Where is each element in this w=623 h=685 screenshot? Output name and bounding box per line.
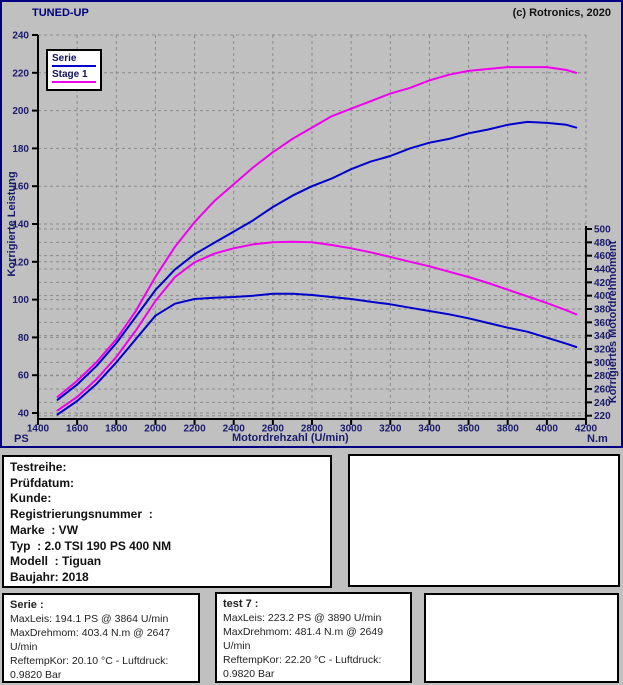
svg-text:2000: 2000 <box>144 424 167 435</box>
svg-text:200: 200 <box>12 106 29 117</box>
vehicle-info-box: Testreihe: Prüfdatum: Kunde: Registrieru… <box>2 455 332 588</box>
info-line-modell: Modell : Tiguan <box>10 554 102 569</box>
svg-text:100: 100 <box>12 295 29 306</box>
svg-text:60: 60 <box>18 371 30 382</box>
legend-swatch-serie <box>52 65 96 67</box>
chart-legend: Serie Stage 1 <box>46 49 102 91</box>
svg-text:240: 240 <box>594 398 611 409</box>
svg-text:280: 280 <box>594 371 611 382</box>
chart-title: TUNED-UP <box>32 7 89 19</box>
svg-text:3800: 3800 <box>497 424 520 435</box>
svg-text:260: 260 <box>594 385 611 396</box>
serie-luftdruck: 0.9820 Bar <box>10 669 62 681</box>
legend-label-serie: Serie <box>52 53 77 64</box>
svg-text:480: 480 <box>594 238 611 249</box>
y-axis-left-label: Korrigierte Leistung <box>6 171 18 277</box>
info-line-typ: Typ : 2.0 TSI 190 PS 400 NM <box>10 538 172 553</box>
serie-maxleis: MaxLeis: 194.1 PS @ 3864 U/min <box>10 613 169 625</box>
y-axis-right-label: Korrigiertes Motordrehmoment <box>607 240 619 404</box>
info-line-registrierung: Registrierungsnummer : <box>10 507 153 522</box>
svg-text:120: 120 <box>12 257 29 268</box>
info-line-testreihe: Testreihe: <box>10 460 67 474</box>
nm-unit-label: N.m <box>587 433 608 445</box>
svg-text:2400: 2400 <box>223 424 246 435</box>
svg-text:360: 360 <box>594 318 611 329</box>
svg-text:380: 380 <box>594 305 611 316</box>
svg-text:340: 340 <box>594 331 611 342</box>
test7-reftemp: ReftempKor: 22.20 °C - Luftdruck: <box>223 654 382 666</box>
svg-text:400: 400 <box>594 291 611 302</box>
svg-text:3000: 3000 <box>340 424 363 435</box>
svg-text:2600: 2600 <box>262 424 285 435</box>
svg-text:440: 440 <box>594 265 611 276</box>
svg-text:4000: 4000 <box>536 424 559 435</box>
svg-text:160: 160 <box>12 182 29 193</box>
legend-swatch-stage1 <box>52 81 96 83</box>
svg-text:2200: 2200 <box>183 424 206 435</box>
svg-text:420: 420 <box>594 278 611 289</box>
info-line-kunde: Kunde: <box>10 491 52 506</box>
svg-text:40: 40 <box>18 409 30 420</box>
svg-text:3400: 3400 <box>418 424 441 435</box>
info-line-pruefdatum: Prüfdatum: <box>10 475 74 490</box>
legend-label-stage1: Stage 1 <box>52 69 88 80</box>
legend-item-serie: Serie <box>52 53 96 67</box>
svg-text:500: 500 <box>594 225 611 236</box>
test7-result-box: test 7 : MaxLeis: 223.2 PS @ 3890 U/min … <box>215 592 412 683</box>
svg-text:220: 220 <box>12 68 29 79</box>
svg-text:80: 80 <box>18 333 30 344</box>
dyno-chart-panel: TUNED-UP (c) Rotronics, 2020 40 60 80 100 12… <box>0 0 623 448</box>
legend-item-stage1: Stage 1 <box>52 69 96 83</box>
serie-box-title: Serie : <box>10 599 44 611</box>
svg-text:320: 320 <box>594 345 611 356</box>
copyright-text: (c) Rotronics, 2020 <box>512 7 611 19</box>
svg-text:1800: 1800 <box>105 424 128 435</box>
svg-text:460: 460 <box>594 251 611 262</box>
x-axis-label: Motordrehzahl (U/min) <box>232 432 349 444</box>
test7-box-title: test 7 : <box>223 598 259 610</box>
svg-text:1600: 1600 <box>66 424 89 435</box>
serie-reftemp: ReftempKor: 20.10 °C - Luftdruck: <box>10 655 169 667</box>
svg-text:3200: 3200 <box>379 424 402 435</box>
test7-maxleis: MaxLeis: 223.2 PS @ 3890 U/min <box>223 612 382 624</box>
svg-text:180: 180 <box>12 144 29 155</box>
info-line-baujahr: Baujahr: 2018 <box>10 569 89 584</box>
svg-text:220: 220 <box>594 411 611 422</box>
dyno-chart: 40 60 80 100 120 140 160 180 200 220 240 1400 1600 18… <box>12 31 611 435</box>
serie-maxdrehmom-unit: U/min <box>10 641 38 653</box>
svg-text:140: 140 <box>12 220 29 231</box>
ps-unit-label: PS <box>14 433 29 445</box>
test7-luftdruck: 0.9820 Bar <box>223 668 275 680</box>
test7-maxdrehmom-unit: U/min <box>223 640 251 652</box>
serie-result-box: Serie : MaxLeis: 194.1 PS @ 3864 U/min M… <box>2 593 200 683</box>
info-line-marke: Marke : VW <box>10 522 79 537</box>
notes-box-top <box>348 454 620 587</box>
svg-text:2800: 2800 <box>301 424 324 435</box>
svg-text:240: 240 <box>12 31 29 42</box>
svg-text:3600: 3600 <box>457 424 480 435</box>
notes-box-bottom <box>424 593 619 683</box>
svg-text:300: 300 <box>594 358 611 369</box>
svg-text:1400: 1400 <box>27 424 50 435</box>
svg-text:4200: 4200 <box>575 424 598 435</box>
test7-maxdrehmom: MaxDrehmom: 481.4 N.m @ 2649 <box>223 626 384 638</box>
serie-maxdrehmom: MaxDrehmom: 403.4 N.m @ 2647 <box>10 627 171 639</box>
